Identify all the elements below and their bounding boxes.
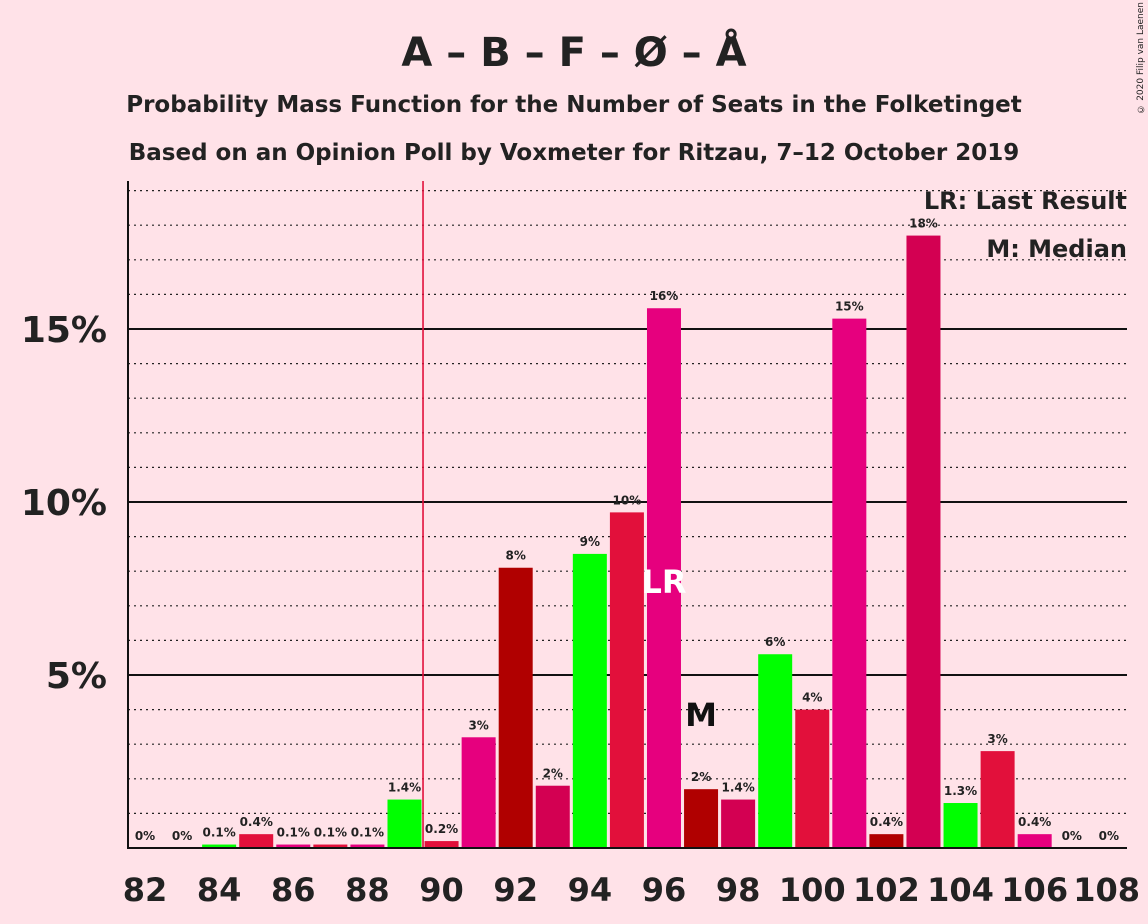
- chart-title: A – B – F – Ø – Å: [401, 27, 746, 76]
- bar-104: [943, 803, 978, 848]
- bar-95: [609, 512, 644, 848]
- bar-92: [498, 567, 533, 848]
- data-label-86: 0.1%: [277, 826, 310, 840]
- bar-86: [276, 844, 311, 848]
- data-label-102: 0.4%: [870, 815, 903, 829]
- bar-99: [758, 654, 793, 848]
- data-label-105: 3%: [987, 732, 1007, 746]
- data-label-89: 1.4%: [388, 781, 421, 795]
- x-tick-label: 104: [927, 871, 994, 909]
- data-label-93: 2%: [543, 767, 563, 781]
- bar-85: [239, 834, 274, 848]
- data-label-107: 0%: [1062, 829, 1082, 843]
- bar-90: [424, 841, 459, 848]
- last-result-marker: LR: [641, 563, 686, 601]
- axes: 5%10%15%82 84 86 88 90 92 94 96 98 100 102 104 106 10…: [21, 181, 1140, 909]
- data-label-84: 0.1%: [202, 826, 235, 840]
- x-tick-label: 94: [568, 871, 613, 909]
- data-label-98: 1.4%: [721, 781, 754, 795]
- data-label-100: 4%: [802, 691, 822, 705]
- data-label-92: 8%: [506, 549, 526, 563]
- x-tick-label: 96: [642, 871, 687, 909]
- bar-101: [832, 318, 867, 848]
- data-label-106: 0.4%: [1018, 815, 1051, 829]
- bar-97: [684, 789, 719, 848]
- bar-102: [869, 834, 904, 848]
- x-tick-label: 88: [345, 871, 390, 909]
- legend-median: M: Median: [986, 235, 1127, 263]
- bar-84: [202, 844, 237, 848]
- bar-103: [906, 235, 941, 848]
- bar-105: [980, 751, 1015, 848]
- bars: 0% 0% 0.1% 0.4% 0.1% 0.1% 0.1% 1.4% 0.2% 3% 8% 2% 9%…: [135, 217, 1119, 848]
- data-label-82: 0%: [135, 829, 155, 843]
- data-label-97: 2%: [691, 770, 711, 784]
- bar-96: [646, 308, 681, 848]
- x-tick-label: 92: [493, 871, 538, 909]
- x-tick-label: 98: [716, 871, 761, 909]
- bar-100: [795, 709, 830, 848]
- bar-94: [572, 553, 607, 848]
- bar-98: [721, 799, 756, 848]
- legend-last-result: LR: Last Result: [924, 187, 1127, 215]
- data-label-85: 0.4%: [240, 815, 273, 829]
- bar-93: [535, 785, 570, 848]
- data-label-96: 16%: [650, 289, 679, 303]
- data-label-88: 0.1%: [351, 826, 384, 840]
- y-tick-label: 15%: [21, 310, 107, 351]
- data-label-103: 18%: [909, 217, 938, 231]
- bar-87: [313, 844, 348, 848]
- x-tick-label: 82: [123, 871, 168, 909]
- data-label-101: 15%: [835, 300, 864, 314]
- chart-subtitle: Probability Mass Function for the Number…: [126, 92, 1022, 118]
- x-tick-label: 86: [271, 871, 316, 909]
- data-label-95: 10%: [613, 493, 642, 507]
- markers: LR M: [422, 181, 717, 848]
- y-tick-label: 5%: [46, 656, 107, 697]
- data-label-108: 0%: [1099, 829, 1119, 843]
- x-tick-label: 100: [779, 871, 846, 909]
- bar-91: [461, 737, 496, 848]
- x-tick-label: 108: [1073, 871, 1140, 909]
- data-label-94: 9%: [580, 535, 600, 549]
- bar-89: [387, 799, 422, 848]
- data-label-87: 0.1%: [314, 826, 347, 840]
- data-label-90: 0.2%: [425, 822, 458, 836]
- data-label-99: 6%: [765, 635, 785, 649]
- bar-88: [350, 844, 385, 848]
- data-label-104: 1.3%: [944, 784, 977, 798]
- y-tick-label: 10%: [21, 483, 107, 524]
- median-marker: M: [685, 696, 717, 734]
- x-tick-label: 102: [853, 871, 920, 909]
- data-label-91: 3%: [468, 718, 488, 732]
- x-tick-label: 90: [419, 871, 464, 909]
- chart-subtitle-2: Based on an Opinion Poll by Voxmeter for…: [129, 140, 1020, 166]
- copyright-text: © 2020 Filip van Laenen: [1136, 2, 1146, 114]
- data-label-83: 0%: [172, 829, 192, 843]
- bar-106: [1017, 834, 1052, 848]
- x-tick-label: 84: [197, 871, 242, 909]
- x-tick-label: 106: [1001, 871, 1068, 909]
